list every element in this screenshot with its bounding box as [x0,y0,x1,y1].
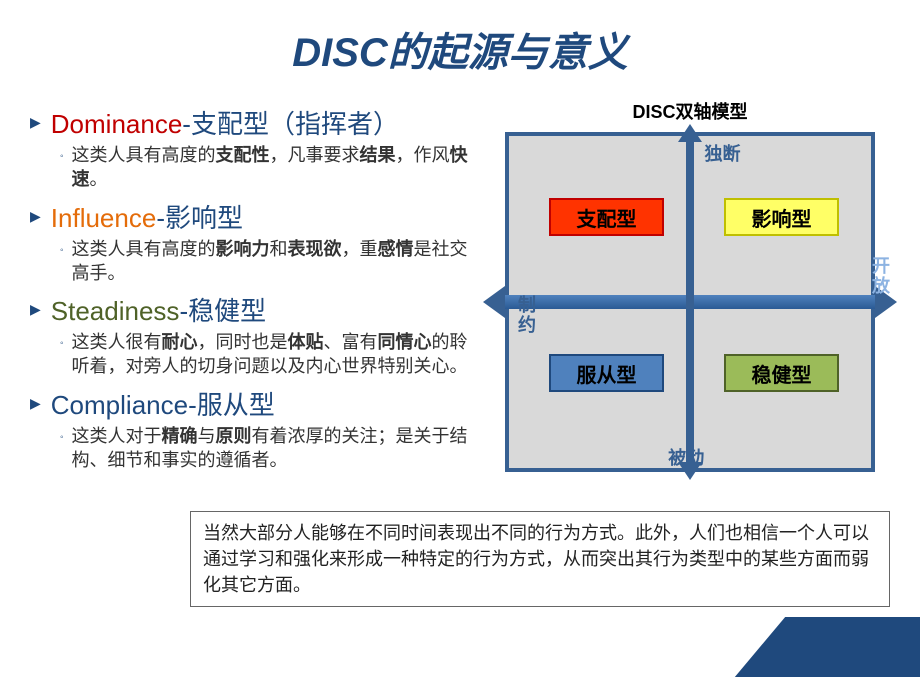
type-subtext: 这类人具有高度的影响力和表现欲，重感情是社交高手。 [72,237,480,286]
type-heading: Steadiness-稳健型 [51,291,266,328]
type-subtext: 这类人对于精确与原则有着浓厚的关注；是关于结构、细节和事实的遵循者。 [72,424,480,473]
type-steadiness: ▶ Steadiness-稳健型 [30,291,480,328]
chart-title: DISC双轴模型 [490,98,890,124]
quadrant-box: 影响型 [724,198,839,236]
type-heading: Dominance-支配型（指挥者） [51,104,399,141]
quadrant-box: 支配型 [549,198,664,236]
type-compliance: ▶ Compliance-服从型 [30,385,480,422]
type-dominance-desc: ◦ 这类人具有高度的支配性，凡事要求结果，作风快速。 [60,143,480,192]
footnote-box: 当然大部分人能够在不同时间表现出不同的行为方式。此外，人们也相信一个人可以通过学… [190,511,890,607]
subbullet-icon: ◦ [60,245,64,256]
bullet-icon: ▶ [30,114,41,131]
quadrant-box: 稳健型 [724,354,839,392]
vertical-axis-arrow [686,136,694,468]
slide-title: DISC的起源与意义 [0,0,920,98]
axis-label-right: 开放 [867,256,893,296]
type-influence-desc: ◦ 这类人具有高度的影响力和表现欲，重感情是社交高手。 [60,237,480,286]
type-subtext: 这类人具有高度的支配性，凡事要求结果，作风快速。 [72,143,480,192]
chart-column: DISC双轴模型 独断 被动 制约 开放 支配型 影响型服从型 稳健型 [490,98,890,472]
content-row: ▶ Dominance-支配型（指挥者） ◦ 这类人具有高度的支配性，凡事要求结… [0,98,920,472]
decorative-corner-shape [735,617,920,677]
bullet-icon: ▶ [30,208,41,225]
subbullet-icon: ◦ [60,432,64,443]
axis-label-bottom: 被动 [668,444,704,470]
type-heading: Influence-影响型 [51,198,243,235]
type-subtext: 这类人很有耐心，同时也是体贴、富有同情心的聆听着，对旁人的切身问题以及内心世界特… [72,330,480,379]
type-influence: ▶ Influence-影响型 [30,198,480,235]
quadrant-box: 服从型 [549,354,664,392]
type-compliance-desc: ◦ 这类人对于精确与原则有着浓厚的关注；是关于结构、细节和事实的遵循者。 [60,424,480,473]
subbullet-icon: ◦ [60,338,64,349]
bullet-icon: ▶ [30,395,41,412]
axis-label-left: 制约 [513,295,539,335]
bullet-icon: ▶ [30,301,41,318]
axis-label-top: 独断 [704,140,740,166]
type-heading: Compliance-服从型 [51,385,275,422]
type-steadiness-desc: ◦ 这类人很有耐心，同时也是体贴、富有同情心的聆听着，对旁人的切身问题以及内心世… [60,330,480,379]
type-list: ▶ Dominance-支配型（指挥者） ◦ 这类人具有高度的支配性，凡事要求结… [30,98,490,472]
type-dominance: ▶ Dominance-支配型（指挥者） [30,104,480,141]
disc-quadrant-chart: 独断 被动 制约 开放 支配型影响型服从型稳健型 [505,132,875,472]
subbullet-icon: ◦ [60,151,64,162]
